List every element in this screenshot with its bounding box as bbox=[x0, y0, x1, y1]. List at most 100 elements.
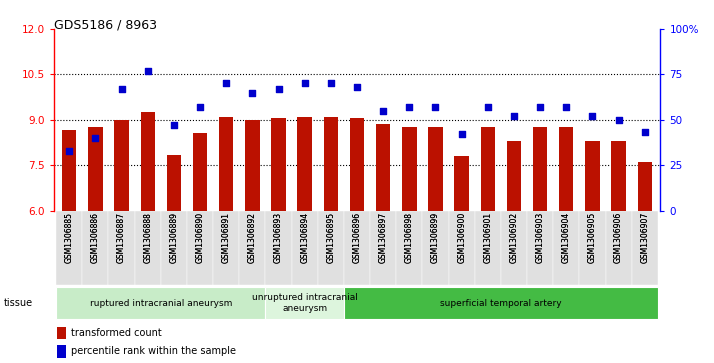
Point bbox=[482, 104, 493, 110]
Bar bbox=[57, 327, 66, 339]
Text: unruptured intracranial
aneurysm: unruptured intracranial aneurysm bbox=[252, 293, 358, 313]
Text: GSM1306901: GSM1306901 bbox=[483, 212, 492, 263]
Text: GSM1306892: GSM1306892 bbox=[248, 212, 257, 263]
Text: GSM1306903: GSM1306903 bbox=[536, 212, 545, 263]
Bar bbox=[423, 211, 448, 285]
Bar bbox=[219, 117, 233, 211]
Text: ruptured intracranial aneurysm: ruptured intracranial aneurysm bbox=[90, 299, 232, 307]
Point bbox=[639, 130, 650, 135]
Text: GSM1306888: GSM1306888 bbox=[144, 212, 152, 263]
Bar bbox=[245, 120, 260, 211]
FancyBboxPatch shape bbox=[344, 287, 658, 319]
Bar bbox=[323, 117, 338, 211]
Text: GSM1306895: GSM1306895 bbox=[326, 212, 336, 263]
Bar bbox=[135, 211, 161, 285]
Bar bbox=[638, 162, 652, 211]
Point bbox=[64, 148, 75, 154]
Text: GSM1306885: GSM1306885 bbox=[65, 212, 74, 263]
Point bbox=[403, 104, 415, 110]
Bar bbox=[141, 112, 155, 211]
Bar bbox=[187, 211, 213, 285]
Text: GSM1306891: GSM1306891 bbox=[222, 212, 231, 263]
FancyBboxPatch shape bbox=[56, 287, 266, 319]
Text: GSM1306902: GSM1306902 bbox=[510, 212, 518, 263]
Point bbox=[194, 104, 206, 110]
Text: percentile rank within the sample: percentile rank within the sample bbox=[71, 346, 236, 356]
Text: GSM1306899: GSM1306899 bbox=[431, 212, 440, 263]
Text: GSM1306905: GSM1306905 bbox=[588, 212, 597, 263]
Bar bbox=[448, 211, 475, 285]
Bar bbox=[533, 127, 548, 211]
Bar bbox=[344, 211, 370, 285]
Text: GSM1306904: GSM1306904 bbox=[562, 212, 570, 263]
Point bbox=[299, 81, 311, 86]
Text: GSM1306907: GSM1306907 bbox=[640, 212, 649, 263]
Text: GSM1306887: GSM1306887 bbox=[117, 212, 126, 263]
Bar bbox=[82, 211, 109, 285]
Point bbox=[534, 104, 545, 110]
Text: GSM1306900: GSM1306900 bbox=[457, 212, 466, 263]
Bar bbox=[161, 211, 187, 285]
Text: GSM1306891: GSM1306891 bbox=[222, 212, 231, 263]
Text: GSM1306897: GSM1306897 bbox=[378, 212, 388, 263]
Text: GSM1306889: GSM1306889 bbox=[169, 212, 178, 263]
Bar bbox=[585, 141, 600, 211]
Text: GSM1306888: GSM1306888 bbox=[144, 212, 152, 263]
Bar bbox=[266, 211, 291, 285]
Text: GDS5186 / 8963: GDS5186 / 8963 bbox=[54, 18, 156, 31]
Bar bbox=[611, 141, 625, 211]
Text: tissue: tissue bbox=[4, 298, 33, 308]
Bar bbox=[62, 130, 76, 211]
Bar bbox=[166, 155, 181, 211]
Bar bbox=[239, 211, 266, 285]
Text: GSM1306890: GSM1306890 bbox=[196, 212, 204, 263]
Text: GSM1306890: GSM1306890 bbox=[196, 212, 204, 263]
Point bbox=[587, 113, 598, 119]
Text: GSM1306895: GSM1306895 bbox=[326, 212, 336, 263]
Bar bbox=[559, 127, 573, 211]
Point bbox=[351, 84, 363, 90]
Text: GSM1306899: GSM1306899 bbox=[431, 212, 440, 263]
Text: GSM1306905: GSM1306905 bbox=[588, 212, 597, 263]
Bar bbox=[318, 211, 344, 285]
Bar bbox=[271, 118, 286, 211]
Bar bbox=[507, 141, 521, 211]
Text: GSM1306901: GSM1306901 bbox=[483, 212, 492, 263]
Point bbox=[613, 117, 624, 123]
Text: GSM1306893: GSM1306893 bbox=[274, 212, 283, 263]
Bar bbox=[428, 127, 443, 211]
Text: GSM1306904: GSM1306904 bbox=[562, 212, 570, 263]
Point bbox=[221, 81, 232, 86]
Bar bbox=[193, 134, 207, 211]
Bar bbox=[114, 120, 129, 211]
Bar bbox=[527, 211, 553, 285]
Text: GSM1306897: GSM1306897 bbox=[378, 212, 388, 263]
Point bbox=[378, 108, 389, 114]
Point bbox=[560, 104, 572, 110]
Bar bbox=[632, 211, 658, 285]
Text: GSM1306887: GSM1306887 bbox=[117, 212, 126, 263]
Point bbox=[116, 86, 127, 92]
Point bbox=[90, 135, 101, 141]
Bar bbox=[56, 211, 82, 285]
Text: GSM1306902: GSM1306902 bbox=[510, 212, 518, 263]
Text: GSM1306885: GSM1306885 bbox=[65, 212, 74, 263]
Point bbox=[169, 122, 180, 128]
Point bbox=[273, 86, 284, 92]
Bar bbox=[109, 211, 135, 285]
FancyBboxPatch shape bbox=[266, 287, 344, 319]
Bar bbox=[475, 211, 501, 285]
Point bbox=[508, 113, 520, 119]
Text: GSM1306898: GSM1306898 bbox=[405, 212, 414, 263]
Bar bbox=[402, 127, 416, 211]
Bar bbox=[298, 117, 312, 211]
Bar bbox=[605, 211, 632, 285]
Bar bbox=[376, 125, 391, 211]
Bar bbox=[454, 156, 469, 211]
Text: GSM1306894: GSM1306894 bbox=[300, 212, 309, 263]
Text: GSM1306896: GSM1306896 bbox=[353, 212, 361, 263]
Point bbox=[246, 90, 258, 95]
Point bbox=[142, 68, 154, 74]
Point bbox=[325, 81, 336, 86]
Bar bbox=[396, 211, 423, 285]
